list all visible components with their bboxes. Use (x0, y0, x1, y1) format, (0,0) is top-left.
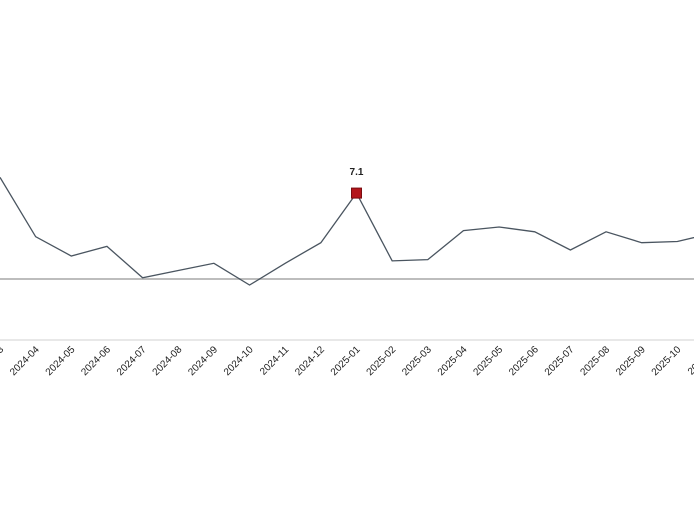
x-tick-label: 2024-08 (151, 344, 185, 378)
x-tick-label: 2025-05 (471, 344, 505, 378)
x-tick-label: 2025-03 (400, 344, 434, 378)
x-tick-label: 2024-11 (258, 344, 292, 378)
x-tick-label: 2025-01 (329, 344, 363, 378)
x-tick-label: 2025-10 (650, 344, 684, 378)
series-line (0, 177, 694, 286)
x-tick-label: 2024-07 (115, 344, 149, 378)
x-tick-label: 2025-02 (365, 344, 399, 378)
x-tick-label: 2025-07 (543, 344, 577, 378)
x-tick-label: 2025-09 (614, 344, 648, 378)
x-tick-labels: 2024-03 2024-04 2024-05 2024-06 2024-07 2024-… (0, 344, 694, 378)
x-tick-label: 2025-04 (436, 344, 470, 378)
x-tick-label: 2024-04 (8, 344, 42, 378)
x-tick-label: 2024-09 (186, 344, 220, 378)
highlight-marker[interactable] (351, 187, 362, 199)
x-tick-label: 2024-10 (222, 344, 256, 378)
x-tick-label: 2025-08 (578, 344, 612, 378)
x-tick-label: 2024-05 (44, 344, 78, 378)
x-tick-label: 2025-11 (686, 344, 694, 378)
x-tick-label: 2025-06 (507, 344, 541, 378)
x-tick-label: 2024-12 (293, 344, 327, 378)
x-tick-label: 2024-03 (0, 344, 6, 378)
data-label-highlight: 7.1 (350, 167, 364, 178)
x-tick-label: 2024-06 (79, 344, 113, 378)
